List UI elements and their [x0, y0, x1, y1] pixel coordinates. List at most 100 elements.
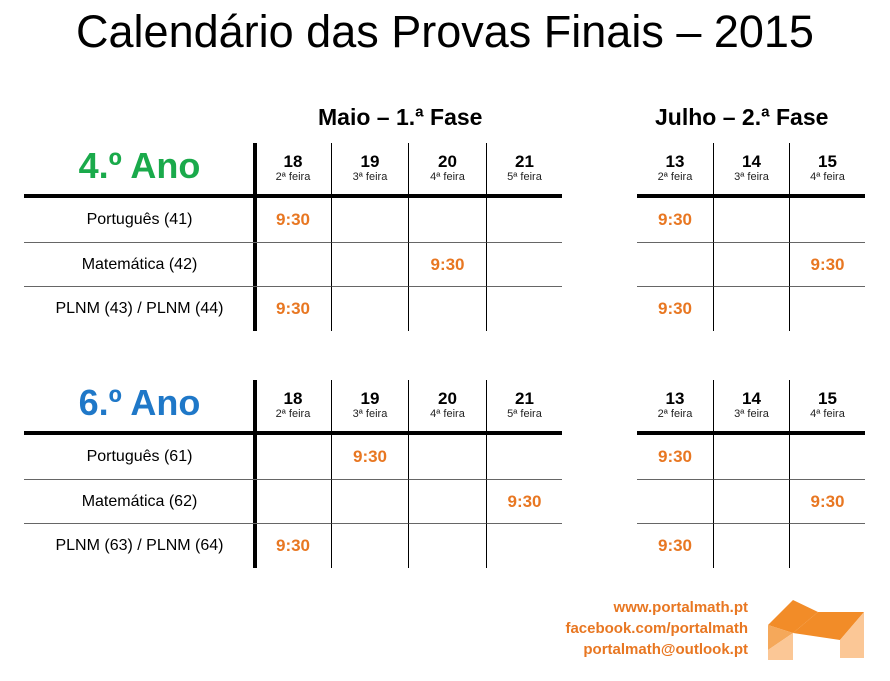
day-number: 18	[283, 152, 303, 171]
day-header: 20 4ª feira	[408, 380, 486, 431]
subject-label: PLNM (63) / PLNM (64)	[55, 537, 224, 554]
day-header: 18 2ª feira	[255, 380, 331, 431]
day-header: 21 5ª feira	[486, 380, 562, 431]
exam-time: 9:30	[789, 243, 865, 287]
empty-cell	[713, 243, 789, 287]
empty-cell	[408, 480, 486, 524]
phase-maio-heading: Maio – 1.ª Fase	[318, 104, 483, 130]
exam-time: 9:30	[637, 198, 713, 243]
contact-block: www.portalmath.pt facebook.com/portalmat…	[565, 597, 748, 660]
subject-label: Matemática (62)	[24, 480, 255, 524]
exam-time: 9:30	[789, 480, 865, 524]
day-header: 21 5ª feira	[486, 143, 562, 194]
exam-time: 9:30	[255, 198, 331, 243]
day-number: 21	[515, 389, 534, 408]
weekday: 2ª feira	[657, 171, 693, 183]
exam-time: 9:30	[657, 536, 693, 555]
day-header: 15 4ª feira	[789, 143, 865, 194]
empty-cell	[637, 480, 713, 524]
day-number: 20	[438, 152, 457, 171]
day-header: 14 3ª feira	[713, 143, 789, 194]
header-divider	[24, 431, 562, 435]
exam-time: 9:30	[331, 435, 408, 480]
empty-cell	[713, 198, 789, 243]
empty-cell	[637, 243, 713, 287]
exam-time: 9:30	[275, 536, 311, 555]
empty-cell	[713, 524, 789, 568]
exam-time: 9:30	[657, 299, 693, 318]
day-number: 13	[665, 389, 685, 408]
email-link[interactable]: portalmath@outlook.pt	[583, 641, 748, 658]
empty-cell	[408, 524, 486, 568]
weekday: 4ª feira	[430, 408, 465, 420]
weekday: 2ª feira	[275, 408, 311, 420]
empty-cell	[486, 243, 562, 287]
day-number: 15	[818, 152, 837, 171]
weekday: 2ª feira	[275, 171, 311, 183]
facebook-link[interactable]: facebook.com/portalmath	[565, 620, 748, 637]
empty-cell	[408, 198, 486, 243]
empty-cell	[331, 287, 408, 331]
phase-julho-heading: Julho – 2.ª Fase	[655, 104, 829, 130]
empty-cell	[255, 480, 331, 524]
empty-cell	[331, 243, 408, 287]
day-header: 13 2ª feira	[637, 143, 713, 194]
empty-cell	[331, 524, 408, 568]
empty-cell	[486, 524, 562, 568]
day-header: 19 3ª feira	[331, 380, 408, 431]
empty-cell	[789, 524, 865, 568]
weekday: 5ª feira	[507, 171, 542, 183]
empty-cell	[486, 198, 562, 243]
year-heading: 4.º Ano	[78, 145, 201, 186]
empty-cell	[789, 287, 865, 331]
exam-time: 9:30	[486, 480, 562, 524]
empty-cell	[789, 198, 865, 243]
year-heading: 6.º Ano	[78, 382, 201, 423]
header-divider	[637, 194, 865, 198]
day-header: 19 3ª feira	[331, 143, 408, 194]
day-number: 14	[742, 152, 761, 171]
empty-cell	[331, 198, 408, 243]
weekday: 3ª feira	[734, 171, 769, 183]
empty-cell	[486, 287, 562, 331]
empty-cell	[789, 435, 865, 480]
day-number: 15	[818, 389, 837, 408]
weekday: 3ª feira	[734, 408, 769, 420]
empty-cell	[713, 435, 789, 480]
exam-time: 9:30	[637, 435, 713, 480]
exam-time: 9:30	[275, 299, 311, 318]
empty-cell	[713, 480, 789, 524]
empty-cell	[331, 480, 408, 524]
label-divider	[253, 143, 257, 331]
day-header: 14 3ª feira	[713, 380, 789, 431]
day-number: 20	[438, 389, 457, 408]
day-number: 14	[742, 389, 761, 408]
day-header: 13 2ª feira	[637, 380, 713, 431]
day-number: 13	[665, 152, 685, 171]
header-divider	[637, 431, 865, 435]
subject-label: PLNM (43) / PLNM (44)	[55, 300, 224, 317]
day-number: 19	[360, 152, 380, 171]
day-header: 18 2ª feira	[255, 143, 331, 194]
exam-time: 9:30	[408, 243, 486, 287]
day-number: 18	[283, 389, 303, 408]
subject-label: Português (61)	[24, 435, 255, 480]
subject-label: Matemática (42)	[24, 243, 255, 287]
website-link[interactable]: www.portalmath.pt	[613, 599, 748, 616]
empty-cell	[255, 243, 331, 287]
weekday: 3ª feira	[352, 171, 388, 183]
day-header: 15 4ª feira	[789, 380, 865, 431]
weekday: 4ª feira	[810, 171, 845, 183]
page-title: Calendário das Provas Finais – 2015	[76, 6, 814, 57]
weekday: 4ª feira	[430, 171, 465, 183]
portalmath-logo	[768, 600, 864, 660]
empty-cell	[713, 287, 789, 331]
weekday: 5ª feira	[507, 408, 542, 420]
empty-cell	[486, 435, 562, 480]
empty-cell	[255, 435, 331, 480]
empty-cell	[408, 287, 486, 331]
label-divider	[253, 380, 257, 568]
weekday: 2ª feira	[657, 408, 693, 420]
day-number: 21	[515, 152, 534, 171]
